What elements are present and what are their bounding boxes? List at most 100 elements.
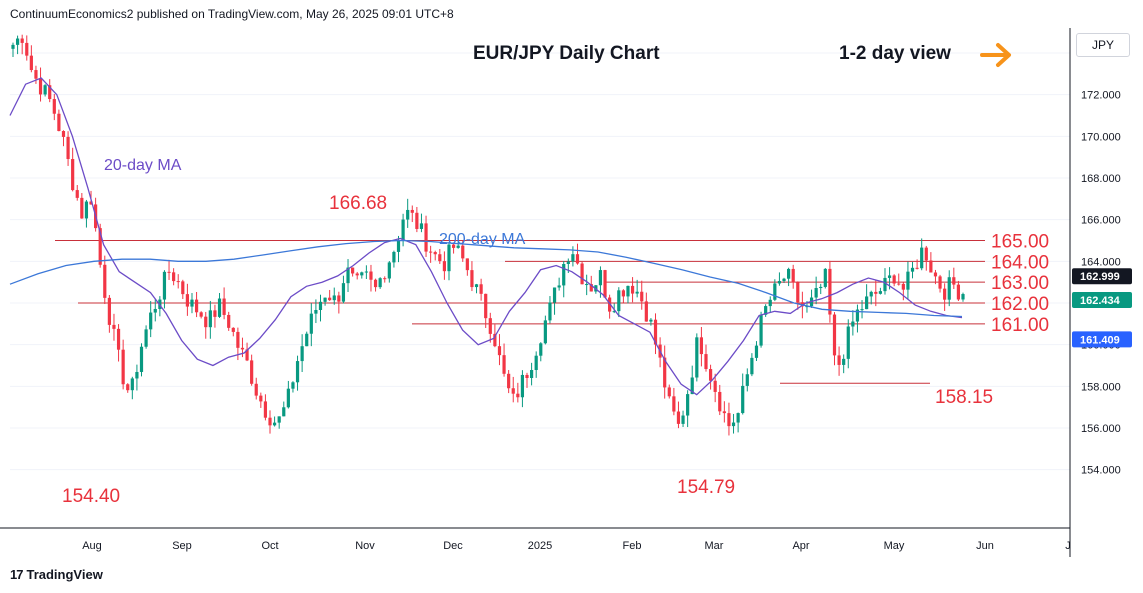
candle-body bbox=[897, 283, 901, 285]
candle-body bbox=[116, 328, 121, 350]
candle-body bbox=[15, 38, 20, 45]
candle-body bbox=[750, 357, 754, 375]
candle-body bbox=[204, 316, 208, 328]
candle-body bbox=[589, 284, 593, 292]
price-badge-label: 161.409 bbox=[1080, 334, 1120, 346]
candle-body bbox=[103, 264, 107, 298]
candle-body bbox=[98, 228, 102, 265]
candle-body bbox=[162, 271, 167, 300]
candle-body bbox=[208, 310, 212, 328]
candle-body bbox=[745, 374, 749, 386]
candle-body bbox=[617, 290, 621, 312]
candle-body bbox=[126, 384, 130, 391]
price-badge-label: 162.434 bbox=[1080, 295, 1121, 307]
candle-body bbox=[38, 78, 43, 95]
candle-body bbox=[548, 302, 552, 321]
level-label: 162.00 bbox=[991, 294, 1049, 315]
price-badge bbox=[1072, 268, 1132, 285]
low-aug-annotation: 154.40 bbox=[62, 486, 121, 507]
ma20-label: 20-day MA bbox=[104, 157, 182, 174]
candle-body bbox=[915, 267, 919, 269]
low-feb-annotation: 154.79 bbox=[677, 477, 736, 498]
x-tick-label: Oct bbox=[261, 540, 278, 552]
candle-body bbox=[488, 318, 492, 334]
candle-body bbox=[447, 244, 451, 272]
candle-body bbox=[846, 326, 850, 359]
candle-body bbox=[929, 260, 933, 273]
y-tick-label: 168.000 bbox=[1081, 173, 1121, 185]
candle-body bbox=[787, 268, 791, 279]
candle-body bbox=[943, 288, 947, 300]
candle-body bbox=[571, 254, 575, 262]
candle-body bbox=[291, 382, 295, 389]
candle-body bbox=[566, 261, 570, 264]
candle-body bbox=[575, 254, 580, 264]
candle-body bbox=[305, 333, 309, 347]
tradingview-brand[interactable]: 17 TradingView bbox=[10, 567, 103, 582]
chart-title: EUR/JPY Daily Chart bbox=[473, 43, 660, 64]
candle-body bbox=[782, 278, 786, 281]
candle-body bbox=[754, 345, 759, 358]
candle-body bbox=[112, 324, 116, 329]
candle-body bbox=[731, 422, 736, 427]
candle-body bbox=[910, 267, 915, 272]
candle-body bbox=[502, 355, 506, 374]
moving-averages bbox=[9, 77, 963, 396]
candle-body bbox=[25, 42, 29, 56]
x-tick-label: Dec bbox=[443, 540, 463, 552]
candle-body bbox=[71, 159, 75, 191]
candle-body bbox=[493, 333, 497, 347]
currency-button[interactable]: JPY bbox=[1076, 33, 1130, 57]
candle-body bbox=[947, 277, 951, 300]
candle-body bbox=[713, 380, 717, 392]
candle-body bbox=[768, 299, 772, 307]
candle-body bbox=[80, 197, 84, 219]
candle-body bbox=[401, 219, 405, 240]
level-label: 164.00 bbox=[991, 252, 1049, 273]
level-label: 163.00 bbox=[991, 273, 1049, 294]
candle-body bbox=[777, 280, 782, 284]
candle-body bbox=[516, 393, 520, 398]
x-tick-label: 2025 bbox=[528, 540, 552, 552]
view-label: 1-2 day view bbox=[839, 43, 951, 64]
candle-body bbox=[796, 282, 800, 303]
candle-body bbox=[20, 38, 24, 43]
candle-body bbox=[938, 276, 942, 289]
level-label: 161.00 bbox=[991, 315, 1049, 336]
candle-body bbox=[874, 291, 878, 294]
candle-body bbox=[48, 85, 52, 100]
candle-body bbox=[153, 308, 157, 313]
candle-body bbox=[497, 346, 502, 356]
candle-body bbox=[470, 270, 474, 288]
candle-body bbox=[75, 190, 79, 198]
candle-body bbox=[865, 296, 869, 310]
candle-body bbox=[681, 415, 685, 424]
x-tick-label: May bbox=[884, 540, 905, 552]
candle-body bbox=[378, 278, 382, 288]
candle-body bbox=[791, 268, 795, 283]
candle-body bbox=[318, 301, 323, 311]
candle-body bbox=[410, 209, 414, 213]
candle-body bbox=[855, 309, 860, 322]
candle-body bbox=[250, 360, 254, 384]
candle-body bbox=[759, 314, 763, 346]
candle-body bbox=[644, 301, 648, 322]
candle-body bbox=[819, 286, 823, 289]
candle-body bbox=[309, 313, 313, 334]
x-tick-label: Feb bbox=[623, 540, 642, 552]
candle-body bbox=[823, 268, 827, 287]
candle-body bbox=[699, 337, 704, 355]
candle-body bbox=[190, 299, 194, 307]
candle-body bbox=[630, 285, 635, 294]
candle-body bbox=[887, 275, 892, 278]
tradingview-logo-icon: 17 bbox=[10, 567, 24, 582]
candle-body bbox=[167, 271, 171, 273]
candle-body bbox=[718, 391, 722, 412]
price-badges: 162.999 162.434 161.409 bbox=[1072, 268, 1132, 348]
y-tick-label: 154.000 bbox=[1081, 465, 1121, 477]
candle-body bbox=[690, 377, 694, 395]
candle-body bbox=[360, 272, 364, 276]
candle-body bbox=[653, 319, 658, 345]
arrow-right-icon bbox=[980, 43, 1011, 67]
